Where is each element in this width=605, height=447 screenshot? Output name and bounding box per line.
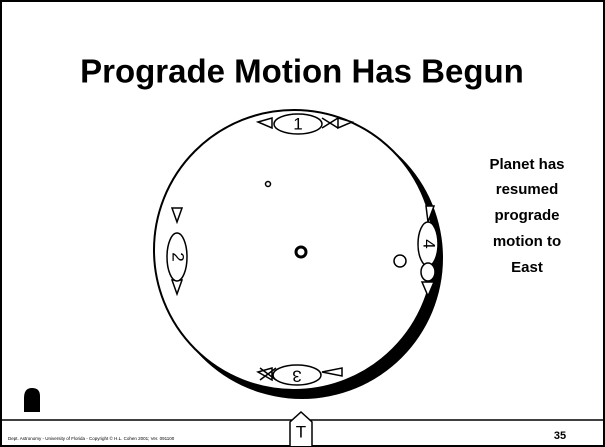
note-line: prograde [494, 207, 559, 224]
slide: Prograde Motion Has Begun 1 2 3 4 Planet… [0, 0, 605, 447]
planet [394, 255, 406, 267]
note-line: East [511, 259, 543, 276]
orbit-circle [154, 110, 434, 390]
small-dot [266, 182, 271, 187]
position-label: 2 [169, 252, 188, 261]
note-line: Planet has [489, 156, 564, 173]
position-label: 3 [292, 367, 301, 386]
note-line: resumed [496, 181, 559, 198]
telescope-label: T [296, 422, 306, 441]
note-line: motion to [493, 233, 561, 250]
position-label: 4 [420, 239, 439, 248]
position-label: 1 [293, 114, 302, 133]
page-number: 35 [554, 430, 566, 442]
sun [296, 247, 306, 257]
footer-text: Dept. Astronomy - University of Florida … [8, 435, 175, 441]
slide-title: Prograde Motion Has Begun [80, 53, 524, 90]
observer-icon [24, 388, 40, 412]
page: Prograde Motion Has Begun 1 2 3 4 Planet… [0, 0, 605, 447]
